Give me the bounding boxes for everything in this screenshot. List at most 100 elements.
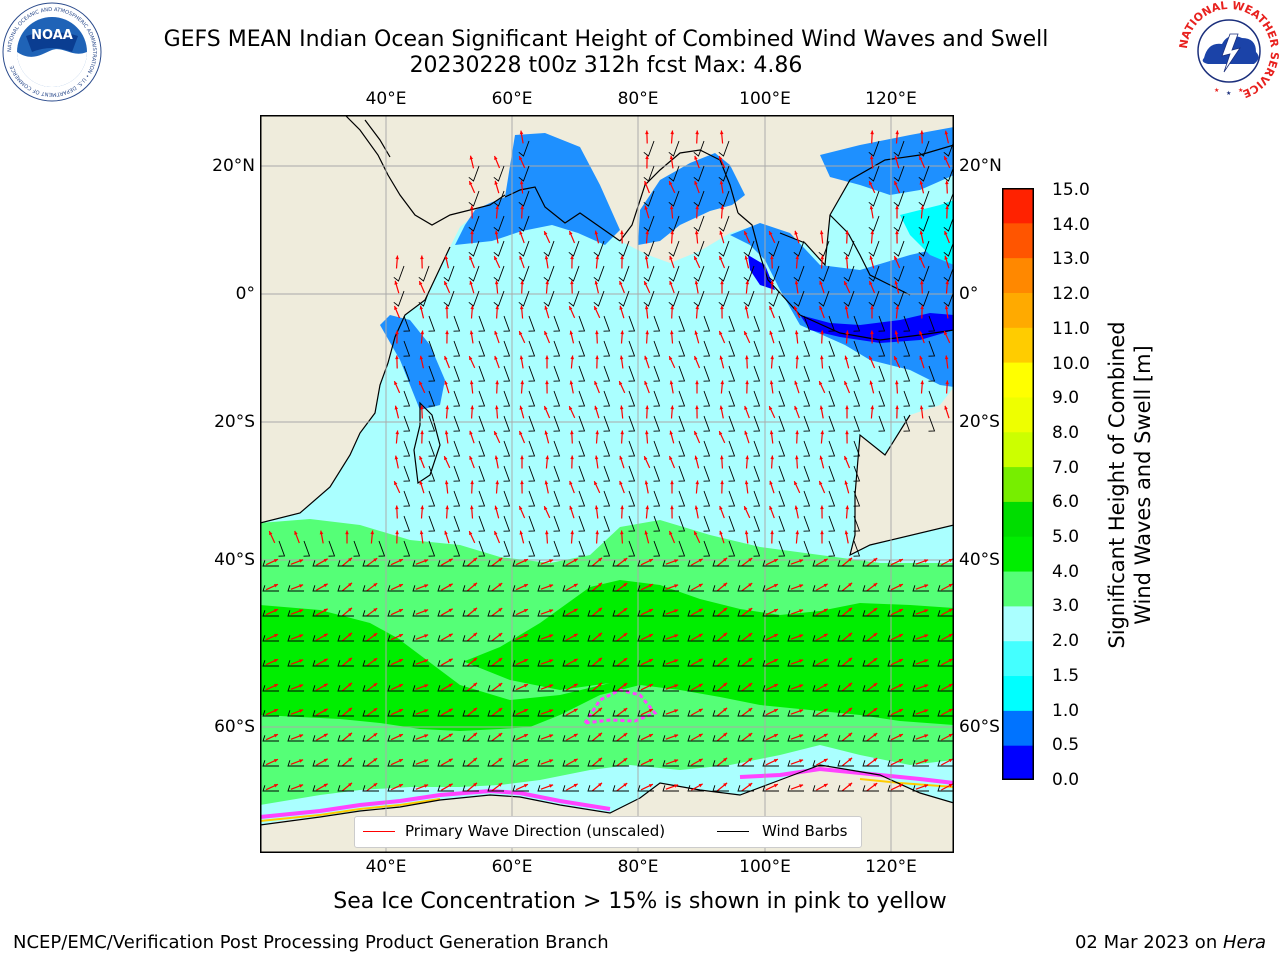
wind-barb bbox=[518, 290, 530, 307]
wave-arrow-head bbox=[698, 608, 703, 613]
wind-barb bbox=[387, 710, 404, 717]
wind-barb bbox=[912, 635, 929, 642]
wave-arrow-head bbox=[520, 455, 524, 460]
wave-arrow-head bbox=[473, 707, 477, 712]
wind-barb bbox=[437, 785, 454, 792]
wave-arrow-head bbox=[523, 609, 528, 613]
wave-arrow-head bbox=[770, 455, 774, 460]
wave-arrow-head bbox=[394, 280, 398, 285]
wave-arrow-head bbox=[924, 634, 929, 638]
wind-barb bbox=[568, 290, 580, 307]
wind-barb bbox=[362, 560, 379, 567]
wind-barb bbox=[618, 290, 630, 307]
wave-arrow-head bbox=[894, 256, 898, 260]
wind-barb bbox=[337, 635, 354, 642]
wave-direction-legend-line bbox=[363, 831, 395, 832]
wind-barb bbox=[912, 710, 929, 717]
colorbar-tick-label: 2.0 bbox=[1052, 631, 1080, 652]
wind-barb bbox=[287, 710, 304, 717]
wind-barb bbox=[878, 340, 886, 357]
wave-arrow-head bbox=[769, 406, 773, 411]
wave-arrow-head bbox=[519, 305, 524, 310]
wave-arrow-head bbox=[894, 356, 898, 361]
lon-tick-top-100e: 100°E bbox=[739, 89, 791, 109]
wind-barb bbox=[778, 315, 786, 332]
wind-barb bbox=[337, 760, 354, 767]
wave-arrow-head bbox=[444, 380, 448, 385]
wave-arrow-head bbox=[323, 558, 328, 563]
wind-barb bbox=[528, 540, 536, 557]
wind-barb bbox=[537, 560, 554, 567]
wind-barb bbox=[693, 190, 705, 207]
wave-arrow-head bbox=[773, 784, 778, 788]
wave-arrow-head bbox=[769, 330, 773, 335]
wave-arrow-head bbox=[620, 430, 624, 435]
wave-arrow-head bbox=[445, 405, 449, 410]
wind-barb bbox=[262, 710, 279, 717]
wind-barb bbox=[362, 660, 379, 667]
wind-barb bbox=[653, 340, 661, 357]
wind-barb bbox=[943, 165, 954, 182]
wind-barb bbox=[712, 735, 729, 742]
wave-arrow-head bbox=[373, 608, 378, 612]
wind-barb bbox=[943, 290, 954, 307]
wind-barb bbox=[537, 785, 554, 792]
wind-barb bbox=[403, 465, 411, 482]
wind-barb bbox=[862, 785, 879, 792]
wind-barb bbox=[478, 365, 486, 382]
wind-barb bbox=[662, 560, 679, 567]
wave-arrow-head bbox=[619, 480, 623, 485]
wind-barb bbox=[528, 315, 536, 332]
wind-barb bbox=[728, 515, 736, 532]
wave-arrow-head bbox=[873, 658, 878, 662]
wind-barb bbox=[687, 735, 704, 742]
kerguelen-ice bbox=[581, 688, 658, 725]
wave-arrow-head bbox=[848, 782, 853, 787]
wind-barb bbox=[487, 760, 504, 767]
wave-arrow-head bbox=[398, 734, 403, 738]
wind-barb bbox=[903, 390, 911, 407]
wave-arrow-head bbox=[645, 155, 649, 160]
wave-arrow-head bbox=[748, 708, 753, 712]
wind-barb bbox=[512, 710, 529, 717]
wave-arrow-head bbox=[919, 330, 923, 335]
wave-arrow-head bbox=[595, 330, 599, 335]
wind-barb bbox=[287, 760, 304, 767]
wave-arrow-head bbox=[569, 380, 574, 385]
wind-barb bbox=[528, 415, 536, 432]
wave-arrow-head bbox=[623, 658, 628, 662]
wind-barb bbox=[928, 315, 936, 332]
wave-arrow-head bbox=[870, 230, 875, 235]
wave-arrow-head bbox=[444, 430, 449, 435]
wind-barb bbox=[337, 585, 354, 592]
wave-arrow-head bbox=[670, 130, 674, 135]
wind-barb bbox=[828, 540, 836, 557]
wind-barb bbox=[712, 710, 729, 717]
sea-ice-strip-east bbox=[739, 766, 954, 785]
coastlines bbox=[260, 115, 954, 826]
wave-arrow-head bbox=[623, 708, 628, 712]
wave-arrow-head bbox=[644, 380, 648, 385]
wind-barb bbox=[337, 660, 354, 667]
wind-barb bbox=[518, 265, 530, 282]
wind-barb bbox=[528, 390, 536, 407]
wind-barb bbox=[512, 785, 529, 792]
wind-barb bbox=[912, 685, 929, 692]
wave-arrow-head bbox=[948, 659, 953, 663]
wave-arrow-head bbox=[623, 733, 628, 737]
wave-arrow-head bbox=[623, 758, 628, 762]
wave-arrow-head bbox=[619, 305, 623, 310]
wind-barb bbox=[728, 490, 736, 507]
wave-arrow-head bbox=[623, 683, 628, 687]
wave-arrow-head bbox=[823, 583, 828, 588]
wave-arrow-head bbox=[944, 305, 949, 310]
wave-arrow-head bbox=[498, 583, 503, 587]
wind-barb bbox=[812, 660, 829, 667]
wind-barb bbox=[468, 265, 480, 282]
wind-barb bbox=[503, 540, 511, 557]
wind-barb bbox=[712, 560, 729, 567]
wave-arrow-head bbox=[898, 559, 903, 563]
wave-arrow-head bbox=[844, 530, 849, 535]
wind-barb bbox=[587, 710, 604, 717]
wind-barb bbox=[337, 560, 354, 567]
